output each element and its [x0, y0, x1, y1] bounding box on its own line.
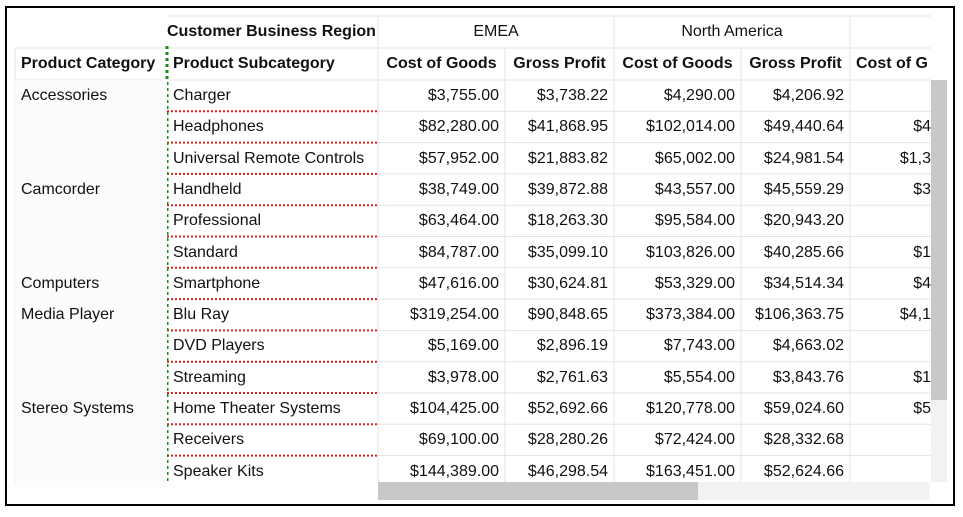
product-subcategory-cell[interactable]: Home Theater Systems: [173, 400, 341, 417]
product-category-header[interactable]: Product Category: [21, 55, 156, 72]
value-cell: $52,692.66: [527, 400, 608, 417]
value-cell: $3,843.76: [772, 368, 844, 386]
product-subcategory-cell[interactable]: Charger: [173, 87, 231, 104]
value-cell: $52,624.66: [763, 462, 844, 480]
value-cell: $7,743.00: [663, 337, 735, 355]
value-cell: $5,554.00: [663, 368, 735, 386]
value-cell: $28,280.26: [527, 431, 608, 449]
pivot-grid: Customer Business Region EMEA North Americ…: [7, 8, 953, 504]
value-cell: $4,663.02: [772, 337, 844, 355]
value-cell: $2,896.19: [536, 337, 608, 355]
product-subcategory-cell[interactable]: Streaming: [173, 368, 246, 386]
value-cell: $4: [913, 118, 931, 136]
region-header-emea[interactable]: EMEA: [473, 23, 519, 40]
measure-header[interactable]: Cost of Goods: [386, 55, 497, 72]
product-subcategory-cell[interactable]: DVD Players: [173, 337, 265, 355]
value-cell: $57,952.00: [418, 149, 499, 167]
product-subcategory-cell[interactable]: Smartphone: [173, 274, 261, 292]
product-subcategory-cell[interactable]: Receivers: [173, 431, 245, 449]
value-cell: $38,749.00: [418, 180, 499, 198]
value-cell: $4,290.00: [663, 87, 735, 104]
value-cell: $1: [913, 368, 931, 386]
value-cell: $41,868.95: [527, 118, 608, 136]
value-cell: $47,616.00: [418, 274, 499, 292]
value-cell: $82,280.00: [418, 118, 499, 136]
product-subcategory-cell[interactable]: Headphones: [173, 118, 264, 136]
value-cell: $63,464.00: [418, 212, 499, 230]
value-cell: $1: [913, 243, 931, 261]
value-cell: $4,206.92: [772, 87, 844, 104]
value-cell: $1,3: [899, 149, 931, 167]
product-category-cell[interactable]: Accessories: [15, 80, 167, 174]
value-cell: $24,981.54: [763, 149, 844, 167]
value-cell: $39,872.88: [527, 180, 608, 198]
value-cell: $4: [913, 274, 931, 292]
value-cell: [850, 330, 931, 361]
value-cell: $35,099.10: [527, 243, 608, 261]
product-category-cell[interactable]: Camcorder: [15, 173, 167, 268]
product-subcategory-cell[interactable]: Speaker Kits: [173, 462, 264, 480]
value-cell: $95,584.00: [654, 212, 735, 230]
value-cell: $5,169.00: [427, 337, 499, 355]
horizontal-scrollbar-thumb[interactable]: [378, 482, 698, 500]
value-cell: $20,943.20: [763, 212, 844, 230]
value-cell: $163,451.00: [646, 462, 735, 480]
value-cell: $45,559.29: [763, 180, 844, 198]
value-cell: $53,329.00: [654, 274, 735, 292]
product-subcategory-cell[interactable]: Universal Remote Controls: [173, 149, 365, 167]
product-category-cell[interactable]: Media Player: [15, 299, 167, 393]
vertical-scrollbar-thumb[interactable]: [931, 80, 947, 400]
value-cell: $34,514.34: [763, 274, 844, 292]
value-cell: [850, 80, 931, 111]
value-cell: $319,254.00: [410, 306, 499, 324]
value-cell: $90,848.65: [527, 306, 608, 324]
value-cell: [850, 205, 931, 236]
value-cell: $43,557.00: [654, 180, 735, 198]
region-dimension-label: Customer Business Region: [167, 23, 376, 40]
product-category-cell[interactable]: Computers: [15, 267, 167, 300]
region-header-north-america[interactable]: North America: [681, 23, 783, 40]
product-category-cell[interactable]: Stereo Systems: [15, 393, 167, 487]
product-subcategory-cell[interactable]: Handheld: [173, 180, 242, 198]
value-cell: $46,298.54: [527, 462, 608, 480]
value-cell: $30,624.81: [527, 274, 608, 292]
value-cell: $28,332.68: [763, 431, 844, 449]
value-cell: $3,978.00: [427, 368, 499, 386]
value-cell: $18,263.30: [527, 212, 608, 230]
value-cell: $102,014.00: [646, 118, 735, 136]
measure-header[interactable]: Cost of Goods: [622, 55, 733, 72]
value-cell: $65,002.00: [654, 149, 735, 167]
value-cell: $2,761.63: [536, 368, 608, 386]
value-cell: $21,883.82: [527, 149, 608, 167]
value-cell: $4,1: [899, 306, 931, 324]
value-cell: $103,826.00: [646, 243, 735, 261]
value-cell: $40,285.66: [763, 243, 844, 261]
value-cell: $106,363.75: [755, 306, 844, 324]
value-cell: $5: [913, 400, 931, 417]
value-cell: $373,384.00: [646, 306, 735, 324]
value-cell: $69,100.00: [418, 431, 499, 449]
product-subcategory-header[interactable]: Product Subcategory: [173, 55, 335, 72]
pivot-table-panel: Customer Business Region EMEA North Americ…: [5, 6, 955, 506]
measure-header[interactable]: Gross Profit: [513, 55, 606, 72]
product-subcategory-cell[interactable]: Blu Ray: [173, 306, 230, 324]
value-cell: $120,778.00: [646, 400, 735, 417]
value-cell: $49,440.64: [763, 118, 844, 136]
product-subcategory-cell[interactable]: Professional: [173, 212, 262, 230]
value-cell: $144,389.00: [410, 462, 499, 480]
measure-header[interactable]: Cost of G: [856, 55, 928, 72]
value-cell: $3: [913, 180, 931, 198]
value-cell: $59,024.60: [763, 400, 844, 417]
value-cell: $84,787.00: [418, 243, 499, 261]
value-cell: $104,425.00: [410, 400, 499, 417]
value-cell: $3,755.00: [427, 87, 499, 104]
value-cell: $72,424.00: [654, 431, 735, 449]
measure-header[interactable]: Gross Profit: [749, 55, 842, 72]
value-cell: [850, 424, 931, 455]
value-cell: $3,738.22: [536, 87, 608, 104]
product-subcategory-cell[interactable]: Standard: [173, 243, 238, 261]
grid-lines: [14, 15, 931, 488]
